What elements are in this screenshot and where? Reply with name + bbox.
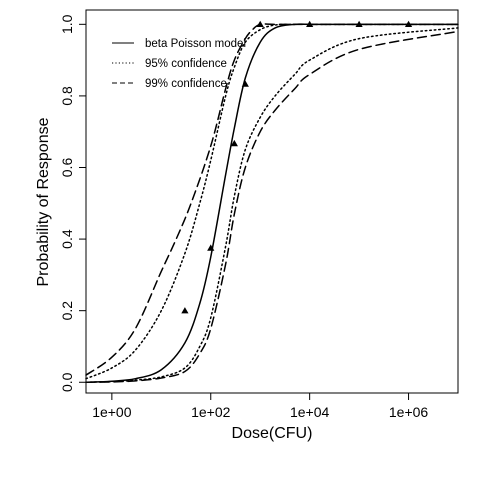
y-tick-label: 0.2 [59,301,75,321]
y-tick-label: 0.4 [59,229,75,249]
x-tick-label: 1e+04 [290,404,330,420]
curves-layer [85,23,459,384]
y-tick-label: 1.0 [59,14,75,34]
data-point-triangle [181,307,189,314]
legend-label-99-confidence: 99% confidence [145,78,227,90]
data-point-triangle [355,20,363,28]
y-tick-label: 0.8 [59,86,75,106]
data-point-triangle [241,80,249,87]
y-axis: 0.0 0.2 0.4 0.6 0.8 1.0 [59,14,87,392]
series-line-99-confidence-4 [85,30,459,384]
data-point-triangle [306,20,314,28]
x-tick-label: 1e+06 [389,404,429,420]
data-point-triangle [404,20,413,28]
data-point-triangle [256,20,264,28]
legend: beta Poisson model 95% confidence 99% conf… [112,38,246,90]
y-tick-label: 0.0 [59,372,75,392]
y-axis-title: Probability of Response [35,117,52,286]
data-point-triangle [207,244,215,251]
series-line-95-confidence-2 [85,27,459,384]
series-line-99-confidence-3 [85,23,459,376]
plot-frame [85,9,459,394]
series-line-95-confidence-1 [85,23,459,380]
x-tick-label: 1e+02 [191,404,231,420]
data-point-triangle [230,139,238,147]
series-line-beta-poisson-model-0 [85,23,459,384]
x-axis: 1e+00 1e+02 1e+04 1e+06 [92,392,429,420]
y-tick-label: 0.6 [59,158,75,178]
x-axis-title: Dose(CFU) [232,425,313,442]
legend-label-beta-poisson-model: beta Poisson model [145,38,246,50]
observed-points-layer [181,20,413,314]
legend-label-95-confidence: 95% confidence [145,58,227,70]
x-tick-label: 1e+00 [92,404,132,420]
